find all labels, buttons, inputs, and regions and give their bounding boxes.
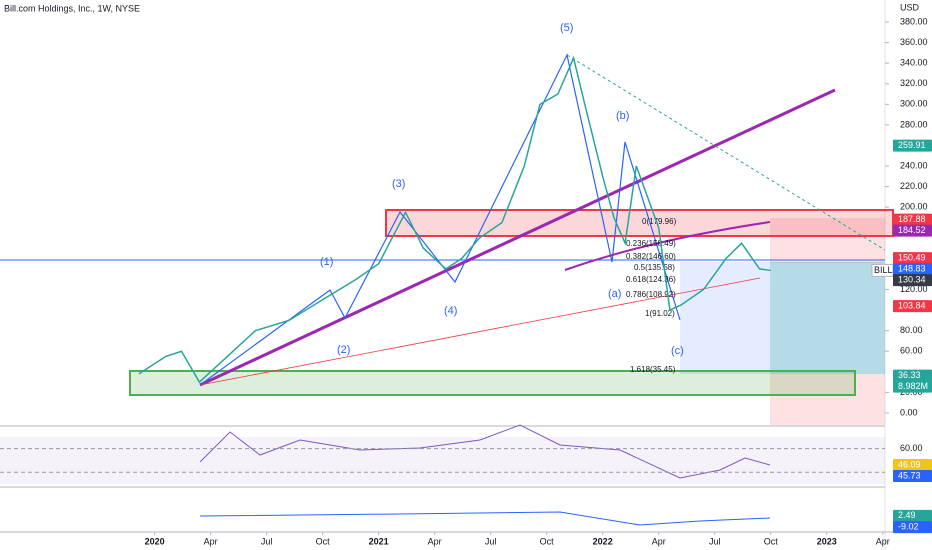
wave-label: (c) (671, 345, 684, 357)
price-badge (893, 521, 932, 534)
trendline (199, 277, 761, 386)
price-badge-label: -9.02 (898, 521, 919, 531)
price-badge (893, 459, 932, 472)
y-tick-label: 380.00 (900, 16, 928, 26)
x-tick-label: Oct (316, 536, 331, 546)
price-badge (893, 263, 932, 276)
wave-label: (3) (392, 178, 405, 190)
trendline (199, 88, 836, 387)
price-badge (893, 369, 932, 382)
plot-bg (0, 0, 885, 550)
price-badge (893, 300, 932, 313)
fib-label: 1.618(35.45) (630, 365, 676, 374)
profit-box (770, 262, 885, 374)
price-badge-label: 8.982M (898, 381, 928, 391)
y-tick-label: 0.00 (900, 407, 918, 417)
x-tick-label: Apr (204, 536, 218, 546)
target-box (680, 262, 885, 374)
price-line (138, 55, 771, 384)
rsi-tick-label: 60.00 (900, 443, 923, 453)
fib-label: 0.382(146.60) (626, 252, 676, 261)
x-tick-label: Apr (876, 536, 890, 546)
fib-label: 0(179.96) (642, 217, 677, 226)
stop-box (770, 218, 885, 263)
resistance-zone (385, 209, 894, 237)
price-badge-label: 150.49 (898, 253, 926, 263)
ma-line (564, 221, 771, 271)
y-tick-label: 280.00 (900, 119, 928, 129)
price-badge-label: 187.88 (898, 214, 926, 224)
x-tick-label: Jul (709, 536, 721, 546)
price-badge-label: 130.34 (898, 275, 926, 285)
x-tick-label: Jul (485, 536, 497, 546)
x-tick-label: Jul (261, 536, 273, 546)
support-zone (129, 370, 856, 396)
price-badge-label: 36.33 (898, 370, 921, 380)
trendline (566, 54, 886, 251)
fib-label: 1(91.02) (645, 309, 675, 318)
y-tick-label: 80.00 (900, 325, 923, 335)
y-tick-label: 320.00 (900, 78, 928, 88)
y-tick-label: 340.00 (900, 58, 928, 68)
price-badge (893, 274, 932, 287)
fib-label: 0.618(124.36) (626, 275, 676, 284)
wave-label: (5) (560, 22, 573, 34)
x-tick-label: Oct (540, 536, 555, 546)
price-badge (893, 380, 932, 393)
macd-line (199, 511, 771, 526)
x-tick-label: 2022 (593, 536, 613, 546)
x-tick-label: Apr (652, 536, 666, 546)
x-tick-label: Apr (428, 536, 442, 546)
wave-label: (b) (616, 110, 629, 122)
wave-path (199, 53, 681, 386)
rsi-line (199, 424, 771, 479)
wave-label: (1) (320, 256, 333, 268)
price-badge-label: 259.91 (898, 140, 926, 150)
y-tick-label: 120.00 (900, 284, 928, 294)
price-badge-label: 148.83 (898, 264, 926, 274)
currency: USD (900, 2, 920, 12)
x-tick-label: Oct (764, 536, 779, 546)
price-badge (893, 224, 932, 237)
fib-label: 0.5(135.58) (634, 263, 675, 272)
wave-label: (4) (444, 305, 457, 317)
price-badge-label: 184.52 (898, 225, 926, 235)
price-badge (893, 470, 932, 483)
price-badge (893, 509, 932, 522)
price-badge-label: 46.09 (898, 459, 921, 469)
price-badge-label: 2.49 (898, 510, 916, 520)
y-tick-label: 220.00 (900, 181, 928, 191)
wave-label: (2) (337, 344, 350, 356)
loss-box (770, 374, 885, 425)
x-tick-label: 2023 (817, 536, 837, 546)
y-tick-label: 240.00 (900, 160, 928, 170)
price-badge-label: 103.84 (898, 301, 926, 311)
price-badge (893, 139, 932, 152)
price-badge-label: 45.73 (898, 470, 921, 480)
price-badge (893, 252, 932, 265)
y-tick-label: 60.00 (900, 346, 923, 356)
y-tick-label: 360.00 (900, 37, 928, 47)
title: Bill.com Holdings, Inc., 1W, NYSE (4, 3, 140, 13)
symbol-label: BILL (874, 265, 893, 275)
fib-label: 0.236(158.49) (626, 239, 676, 248)
fib-label: 0.786(108.92) (626, 290, 676, 299)
x-tick-label: 2021 (369, 536, 389, 546)
wave-label: (a) (608, 288, 621, 300)
y-tick-label: 300.00 (900, 99, 928, 109)
price-badge (893, 213, 932, 226)
y-tick-label: 200.00 (900, 202, 928, 212)
x-tick-label: 2020 (145, 536, 165, 546)
